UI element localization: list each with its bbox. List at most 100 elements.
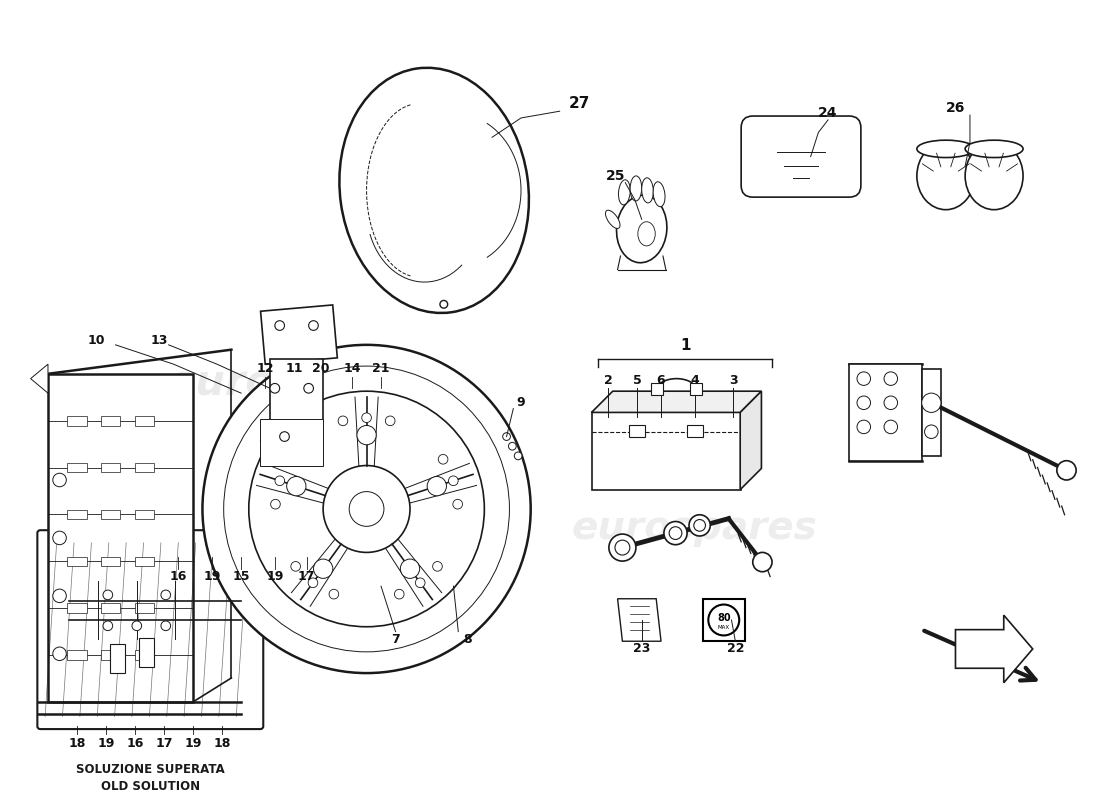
Bar: [110, 644, 125, 673]
Circle shape: [275, 321, 285, 330]
Text: 23: 23: [632, 642, 650, 655]
Text: 6: 6: [657, 374, 665, 387]
Circle shape: [400, 559, 419, 578]
Text: 25: 25: [606, 169, 626, 183]
Bar: [703, 598, 745, 642]
Bar: [270, 359, 323, 422]
Text: eurospares: eurospares: [167, 362, 430, 405]
Bar: [651, 383, 663, 395]
Bar: [101, 650, 120, 660]
Circle shape: [689, 514, 711, 536]
Text: 2: 2: [604, 374, 613, 387]
Text: 18: 18: [213, 737, 230, 750]
Bar: [135, 416, 154, 426]
Ellipse shape: [616, 195, 667, 262]
Bar: [135, 462, 154, 473]
Circle shape: [395, 590, 404, 599]
Text: 5: 5: [632, 374, 641, 387]
FancyBboxPatch shape: [741, 116, 861, 197]
Circle shape: [53, 589, 66, 602]
Text: 3: 3: [729, 374, 738, 387]
Circle shape: [857, 372, 870, 386]
Bar: [688, 425, 703, 437]
Circle shape: [53, 531, 66, 545]
Circle shape: [922, 393, 940, 413]
Text: 20: 20: [312, 362, 330, 375]
Bar: [67, 462, 87, 473]
Circle shape: [202, 345, 530, 673]
Ellipse shape: [641, 178, 653, 203]
Circle shape: [362, 413, 372, 422]
Polygon shape: [592, 391, 761, 413]
Circle shape: [427, 477, 447, 496]
Bar: [922, 369, 940, 456]
Text: 19: 19: [204, 570, 221, 583]
Text: 1: 1: [680, 338, 691, 354]
Circle shape: [287, 477, 306, 496]
Circle shape: [416, 578, 425, 588]
Circle shape: [275, 476, 285, 486]
Text: 14: 14: [343, 362, 361, 375]
Text: 24: 24: [818, 106, 838, 120]
Circle shape: [308, 578, 318, 588]
Bar: [67, 557, 87, 566]
Circle shape: [103, 621, 112, 630]
Circle shape: [270, 383, 279, 393]
Circle shape: [53, 647, 66, 661]
Circle shape: [309, 321, 318, 330]
Bar: [101, 510, 120, 519]
Circle shape: [432, 562, 442, 571]
Text: SOLUZIONE SUPERATA: SOLUZIONE SUPERATA: [76, 763, 224, 776]
Ellipse shape: [965, 142, 1023, 210]
Circle shape: [290, 562, 300, 571]
Bar: [690, 383, 702, 395]
Text: 80: 80: [717, 613, 730, 623]
Bar: [48, 374, 192, 702]
Text: 17: 17: [155, 737, 173, 750]
Bar: [67, 603, 87, 613]
Bar: [135, 510, 154, 519]
Bar: [101, 603, 120, 613]
Text: 16: 16: [169, 570, 187, 583]
Text: 12: 12: [256, 362, 274, 375]
Ellipse shape: [965, 140, 1023, 158]
Bar: [67, 650, 87, 660]
Circle shape: [508, 442, 516, 450]
Circle shape: [271, 499, 281, 509]
Text: 9: 9: [517, 396, 526, 410]
Text: 16: 16: [126, 737, 144, 750]
Bar: [135, 650, 154, 660]
Polygon shape: [956, 615, 1033, 682]
Circle shape: [438, 454, 448, 464]
Circle shape: [223, 366, 509, 652]
Bar: [261, 419, 323, 466]
Circle shape: [349, 491, 384, 526]
Bar: [135, 557, 154, 566]
Circle shape: [884, 396, 898, 410]
Bar: [67, 510, 87, 519]
Circle shape: [752, 553, 772, 572]
Ellipse shape: [653, 182, 666, 206]
Bar: [135, 603, 154, 613]
Circle shape: [323, 466, 410, 553]
Text: 19: 19: [97, 737, 114, 750]
Circle shape: [314, 559, 333, 578]
Text: OLD SOLUTION: OLD SOLUTION: [101, 780, 200, 794]
Circle shape: [615, 540, 630, 555]
Text: 26: 26: [946, 102, 965, 115]
Text: eurospares: eurospares: [572, 510, 817, 547]
Bar: [139, 638, 154, 667]
Text: 10: 10: [88, 334, 104, 346]
Circle shape: [453, 499, 462, 509]
Bar: [67, 416, 87, 426]
Text: 18: 18: [68, 737, 86, 750]
Circle shape: [279, 432, 289, 442]
Circle shape: [515, 452, 522, 460]
Polygon shape: [617, 598, 661, 642]
Circle shape: [669, 526, 682, 539]
Ellipse shape: [605, 210, 620, 229]
Circle shape: [285, 454, 295, 464]
Circle shape: [103, 590, 112, 600]
Circle shape: [161, 621, 170, 630]
Circle shape: [385, 416, 395, 426]
